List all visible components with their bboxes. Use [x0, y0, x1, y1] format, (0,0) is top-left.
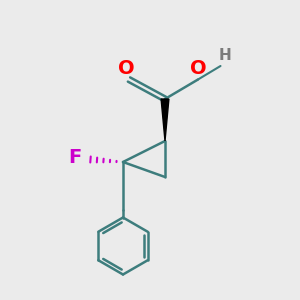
Text: O: O: [118, 59, 134, 78]
Polygon shape: [161, 99, 169, 141]
Text: O: O: [190, 59, 206, 78]
Text: H: H: [219, 48, 231, 63]
Text: F: F: [68, 148, 82, 167]
